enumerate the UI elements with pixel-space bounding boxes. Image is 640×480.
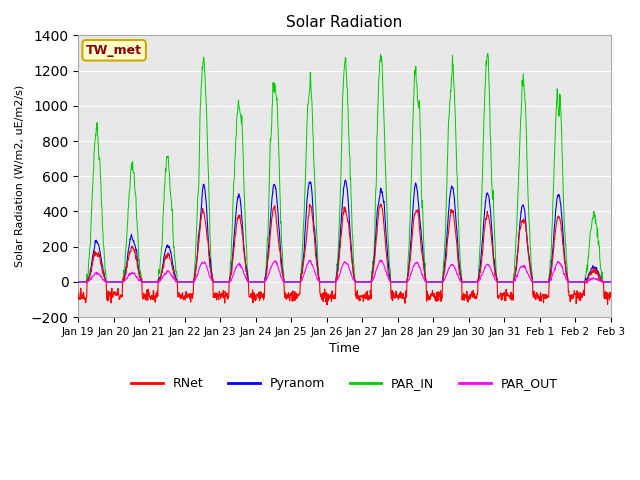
Text: TW_met: TW_met xyxy=(86,44,142,57)
Y-axis label: Solar Radiation (W/m2, uE/m2/s): Solar Radiation (W/m2, uE/m2/s) xyxy=(15,85,25,267)
X-axis label: Time: Time xyxy=(329,342,360,356)
Legend: RNet, Pyranom, PAR_IN, PAR_OUT: RNet, Pyranom, PAR_IN, PAR_OUT xyxy=(126,372,563,396)
Title: Solar Radiation: Solar Radiation xyxy=(287,15,403,30)
